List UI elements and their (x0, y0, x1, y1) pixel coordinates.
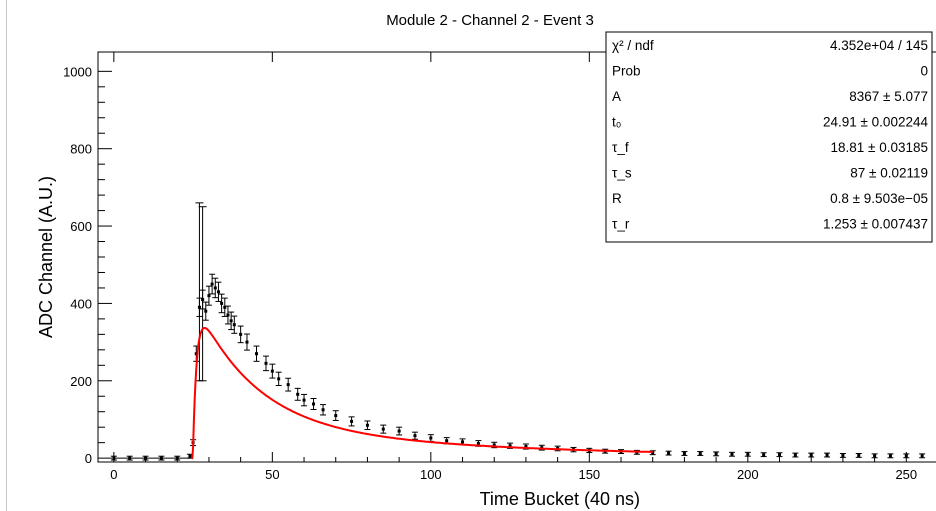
data-points (110, 202, 926, 461)
data-point (920, 454, 924, 458)
fit-statistics-box: χ² / ndf 4.352e+04 / 145 Prob 0 A 8367 ± 5.07… (605, 31, 933, 243)
y-axis-title: ADC Channel (A.U.) (36, 176, 56, 338)
stat-value: 0.8 ± 9.503e−05 (830, 191, 928, 206)
data-point (270, 369, 274, 373)
data-point (277, 377, 281, 381)
data-point (825, 453, 829, 457)
stat-name: τ_r (612, 217, 630, 232)
stat-value: 4.352e+04 / 145 (830, 38, 928, 53)
y-tick-label: 200 (70, 374, 92, 389)
data-point (239, 332, 243, 336)
data-point (365, 423, 369, 427)
data-point (524, 445, 528, 449)
data-point (321, 408, 325, 412)
y-tick-label: 800 (70, 142, 92, 157)
data-point (220, 301, 224, 305)
data-point (204, 309, 208, 313)
data-point (207, 294, 211, 298)
data-point (397, 429, 401, 433)
stat-value: 87 ± 0.02119 (850, 166, 928, 181)
data-point (264, 361, 268, 365)
y-tick-label: 0 (85, 451, 92, 466)
data-point (492, 443, 496, 447)
data-point (445, 439, 449, 443)
data-point (245, 340, 249, 344)
stat-name: R (612, 191, 622, 206)
stat-name: τ_s (612, 166, 632, 181)
left-divider (6, 0, 7, 511)
data-point (429, 436, 433, 440)
data-point (226, 313, 230, 317)
data-point (223, 305, 227, 309)
data-point (841, 453, 845, 457)
chart-title: Module 2 - Channel 2 - Event 3 (386, 12, 594, 29)
data-point (232, 323, 236, 327)
data-point (213, 286, 217, 290)
x-tick-label: 200 (737, 467, 759, 482)
y-tick-label: 400 (70, 296, 92, 311)
data-point (667, 451, 671, 455)
data-point (334, 414, 338, 418)
data-point (216, 290, 220, 294)
stat-value: 8367 ± 5.077 (849, 89, 928, 104)
data-point (508, 444, 512, 448)
stat-name: A (612, 89, 621, 104)
stat-name: τ_f (612, 140, 629, 155)
x-tick-label: 50 (265, 467, 279, 482)
data-point (888, 454, 892, 458)
stat-value: 0 (920, 64, 928, 79)
data-point (296, 392, 300, 396)
data-point (873, 454, 877, 458)
x-tick-label: 250 (895, 467, 917, 482)
stat-value: 18.81 ± 0.03185 (831, 140, 929, 155)
fit-curve (191, 327, 653, 460)
data-point (350, 419, 354, 423)
x-tick-label: 150 (578, 467, 600, 482)
data-point (413, 434, 417, 438)
data-point (461, 440, 465, 444)
data-point (730, 452, 734, 456)
data-point (254, 352, 258, 356)
stat-value: 1.253 ± 0.007437 (823, 217, 928, 232)
data-point (476, 441, 480, 445)
axis-ticks: 0 50 100 150 200 250 0 200 400 600 800 1000 (63, 52, 917, 482)
data-point (229, 319, 233, 323)
data-point (381, 427, 385, 431)
data-point (778, 453, 782, 457)
stat-name: χ² / ndf (612, 38, 654, 53)
data-point (188, 454, 192, 458)
data-point (210, 282, 214, 286)
data-point (698, 451, 702, 455)
data-point (302, 398, 306, 402)
x-axis-title: Time Bucket (40 ns) (480, 489, 640, 509)
y-tick-label: 600 (70, 219, 92, 234)
data-point (286, 383, 290, 387)
data-point (194, 352, 198, 356)
x-tick-label: 100 (420, 467, 442, 482)
data-point (904, 454, 908, 458)
stat-name: Prob (612, 64, 641, 79)
data-point (857, 453, 861, 457)
data-point (809, 453, 813, 457)
data-point (682, 451, 686, 455)
fit-line (191, 327, 653, 460)
data-point (762, 453, 766, 457)
data-point (793, 453, 797, 457)
x-tick-label: 0 (110, 467, 117, 482)
stat-name: t₀ (612, 115, 621, 130)
stat-value: 24.91 ± 0.002244 (823, 115, 928, 130)
data-point (651, 451, 655, 455)
data-point (746, 452, 750, 456)
y-tick-label: 1000 (63, 64, 92, 79)
data-point (312, 402, 316, 406)
data-point (714, 452, 718, 456)
